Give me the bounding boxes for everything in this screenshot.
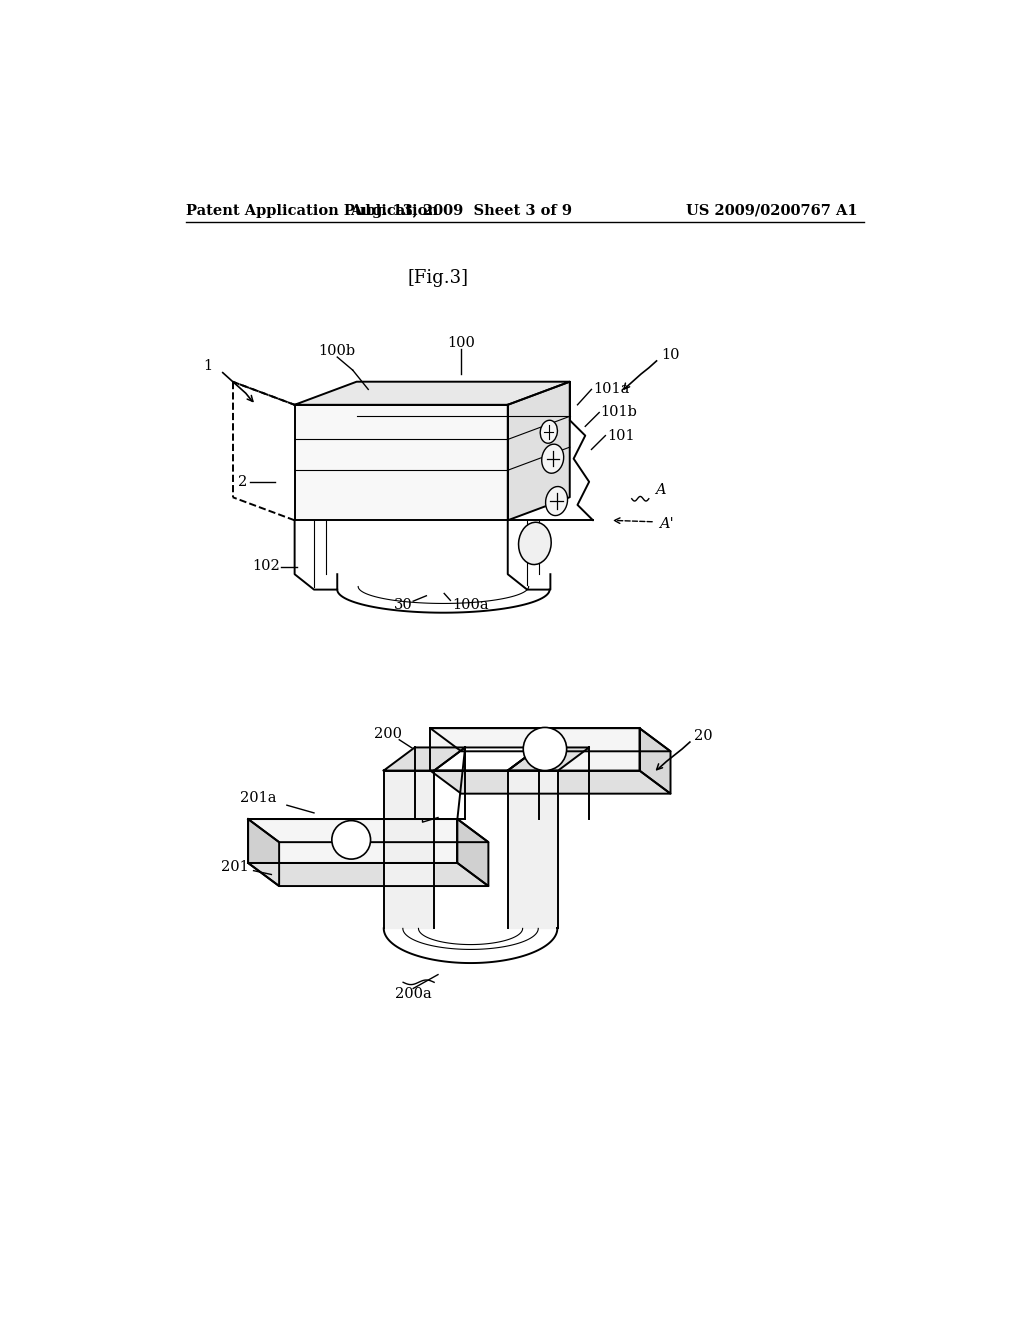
Polygon shape (430, 729, 640, 771)
Polygon shape (508, 771, 558, 928)
Polygon shape (248, 818, 488, 842)
Text: 2: 2 (238, 475, 248, 488)
Polygon shape (248, 818, 458, 863)
Polygon shape (434, 747, 539, 771)
Text: Aug. 13, 2009  Sheet 3 of 9: Aug. 13, 2009 Sheet 3 of 9 (350, 203, 572, 218)
Ellipse shape (541, 420, 557, 444)
Text: 200a: 200a (395, 987, 431, 1001)
Polygon shape (248, 818, 280, 886)
Text: 201: 201 (221, 859, 249, 874)
Text: 200: 200 (374, 727, 401, 742)
Text: 101a: 101a (593, 383, 630, 396)
Circle shape (332, 821, 371, 859)
Text: 20: 20 (693, 729, 713, 743)
Text: US 2009/0200767 A1: US 2009/0200767 A1 (686, 203, 858, 218)
Polygon shape (430, 729, 671, 751)
Ellipse shape (518, 523, 551, 565)
Text: 100: 100 (447, 337, 475, 350)
Polygon shape (430, 771, 671, 793)
Text: 101b: 101b (601, 405, 638, 420)
Polygon shape (295, 405, 508, 520)
Text: 1: 1 (203, 359, 212, 374)
Text: A': A' (658, 517, 674, 531)
Polygon shape (384, 771, 434, 928)
Text: 101: 101 (607, 429, 635, 442)
Polygon shape (640, 729, 671, 793)
Text: 201a: 201a (240, 791, 276, 804)
Polygon shape (508, 381, 569, 520)
Text: 100a: 100a (452, 598, 488, 612)
Ellipse shape (542, 444, 563, 474)
Polygon shape (248, 863, 488, 886)
Ellipse shape (546, 487, 567, 516)
Polygon shape (384, 747, 465, 771)
Text: Patent Application Publication: Patent Application Publication (186, 203, 438, 218)
Polygon shape (295, 381, 569, 405)
Text: 102: 102 (252, 560, 280, 573)
Text: 30: 30 (394, 598, 413, 612)
Text: A: A (655, 483, 666, 496)
Text: 100b: 100b (318, 345, 355, 358)
Circle shape (523, 727, 566, 771)
Text: [Fig.3]: [Fig.3] (408, 269, 469, 286)
Polygon shape (458, 818, 488, 886)
Polygon shape (508, 747, 589, 771)
Text: 10: 10 (662, 347, 680, 362)
